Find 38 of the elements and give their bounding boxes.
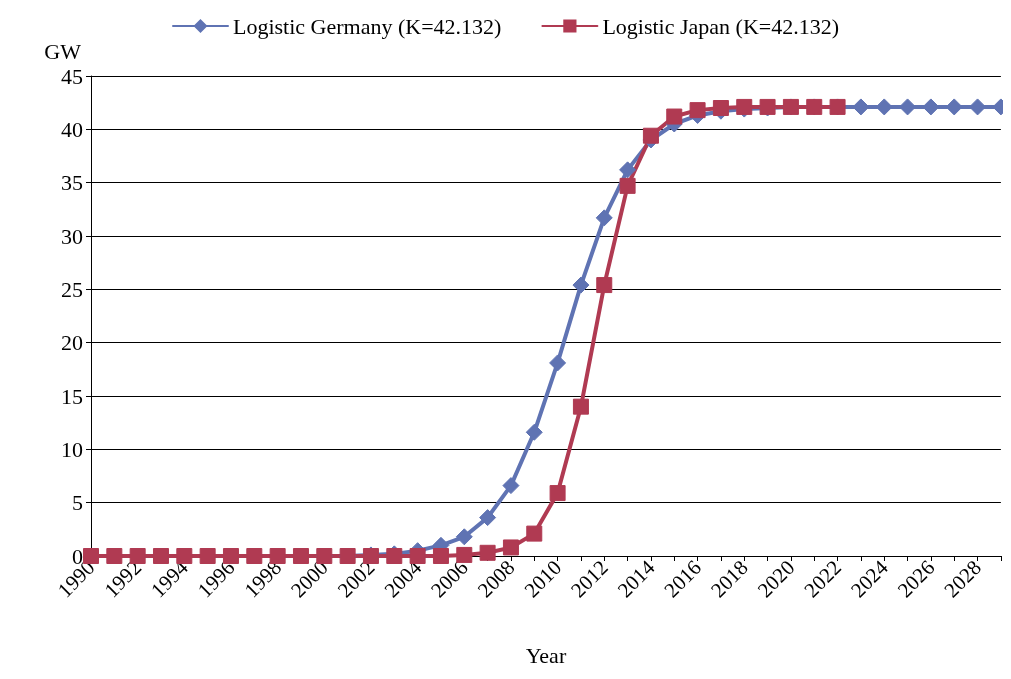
y-tick-label: 35 bbox=[61, 170, 83, 196]
point bbox=[619, 161, 637, 179]
legend-label: Logistic Japan (K=42.132) bbox=[602, 13, 840, 39]
y-tick-label: 15 bbox=[61, 383, 83, 409]
point bbox=[152, 548, 169, 564]
y-tick-label: 40 bbox=[61, 116, 83, 142]
y-tick-label: 25 bbox=[61, 276, 83, 302]
point bbox=[619, 177, 636, 194]
legend-label: Logistic Germany (K=42.132) bbox=[232, 13, 502, 39]
y-axis-title: GW bbox=[44, 38, 82, 64]
point bbox=[572, 276, 590, 294]
point bbox=[572, 398, 589, 415]
y-tick-label: 30 bbox=[61, 223, 83, 249]
point bbox=[479, 544, 496, 561]
point bbox=[549, 354, 567, 372]
x-axis-title: Year bbox=[525, 642, 567, 668]
point bbox=[549, 485, 566, 502]
point bbox=[689, 102, 706, 119]
point bbox=[526, 525, 543, 542]
point bbox=[479, 509, 497, 527]
point bbox=[596, 277, 613, 294]
y-tick-label: 45 bbox=[61, 63, 83, 89]
point bbox=[525, 423, 543, 441]
point bbox=[642, 127, 659, 144]
point bbox=[595, 209, 613, 227]
point bbox=[129, 548, 146, 564]
point bbox=[666, 108, 683, 125]
point bbox=[712, 100, 729, 116]
point bbox=[222, 548, 239, 564]
point bbox=[176, 548, 193, 564]
point bbox=[456, 546, 473, 563]
y-tick-label: 5 bbox=[72, 490, 83, 516]
point bbox=[455, 528, 473, 546]
point bbox=[83, 548, 99, 564]
point bbox=[502, 539, 519, 556]
y-tick-label: 20 bbox=[61, 330, 83, 356]
point bbox=[502, 477, 520, 495]
y-tick-label: 10 bbox=[61, 436, 83, 462]
